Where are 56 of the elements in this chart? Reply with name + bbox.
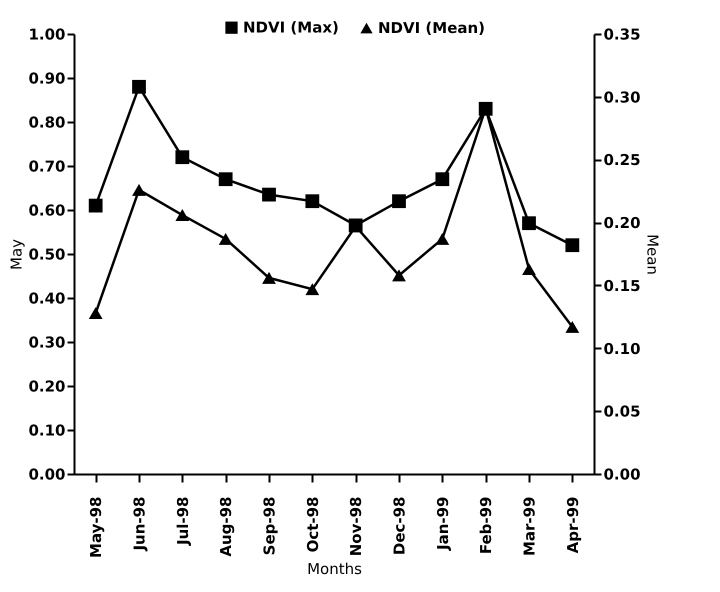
point xyxy=(305,283,320,296)
y2-tick-label: 0.20 xyxy=(604,214,641,232)
point xyxy=(132,80,146,94)
y-tick-label: 0.70 xyxy=(28,158,66,176)
point xyxy=(435,172,450,186)
y-tick-label: 0.10 xyxy=(28,422,66,440)
y-tick-label: 0.30 xyxy=(28,334,66,352)
y2-tick-label: 0.30 xyxy=(604,88,641,106)
x-tick-label: Jun-98 xyxy=(130,496,148,552)
x-tick-label: Aug-98 xyxy=(217,496,236,557)
point xyxy=(565,320,580,333)
x-tick-label: May-98 xyxy=(87,496,106,558)
point xyxy=(392,194,406,208)
point xyxy=(218,172,233,186)
y-tick-label: 1.00 xyxy=(28,26,66,44)
point xyxy=(565,238,580,252)
x-tick-label: Oct-98 xyxy=(304,496,322,552)
point xyxy=(522,263,536,276)
legend-label: NDVI (Max) xyxy=(243,18,339,37)
y-tick-label: 0.80 xyxy=(28,114,66,132)
point xyxy=(262,272,276,284)
point xyxy=(262,188,276,202)
legend-label: NDVI (Mean) xyxy=(378,19,486,38)
x-tick-label: Sep-98 xyxy=(260,496,278,556)
x-tick-label: Jan-99 xyxy=(434,496,452,551)
point xyxy=(132,184,146,196)
y-tick-label: 0.20 xyxy=(28,378,66,396)
point xyxy=(435,232,450,245)
x-tick-label: Feb-99 xyxy=(477,496,496,554)
point xyxy=(175,150,190,164)
x-tick-label: Apr-99 xyxy=(564,496,582,554)
x-tick-label: Mar-99 xyxy=(520,496,538,556)
y-axis-title: May xyxy=(7,238,26,270)
point xyxy=(88,198,103,212)
x-tick-label: Dec-98 xyxy=(390,496,408,556)
y2-tick-label: 0.05 xyxy=(604,402,641,421)
y2-tick-label: 0.25 xyxy=(604,151,641,170)
y2-tick-label: 0.35 xyxy=(604,26,641,44)
x-tick-label: Nov-98 xyxy=(347,496,366,556)
point xyxy=(392,269,406,282)
y2-tick-label: 0.15 xyxy=(604,276,641,295)
point xyxy=(175,209,190,221)
y-tick-label: 0.60 xyxy=(28,202,66,220)
y2-tick-label: 0.10 xyxy=(604,340,641,358)
point xyxy=(522,216,536,230)
y-tick-label: 0.50 xyxy=(28,246,66,264)
point xyxy=(88,307,103,320)
x-axis-title: Months xyxy=(307,560,362,578)
y2-tick-label: 0.00 xyxy=(604,466,641,484)
y-tick-label: 0.00 xyxy=(28,466,66,484)
y2-axis-title: Mean xyxy=(644,234,662,275)
y-tick-label: 0.40 xyxy=(28,290,66,308)
point xyxy=(218,232,233,245)
x-tick-label: Jul-98 xyxy=(174,496,192,546)
point xyxy=(305,194,320,208)
y-tick-label: 0.90 xyxy=(28,70,66,88)
